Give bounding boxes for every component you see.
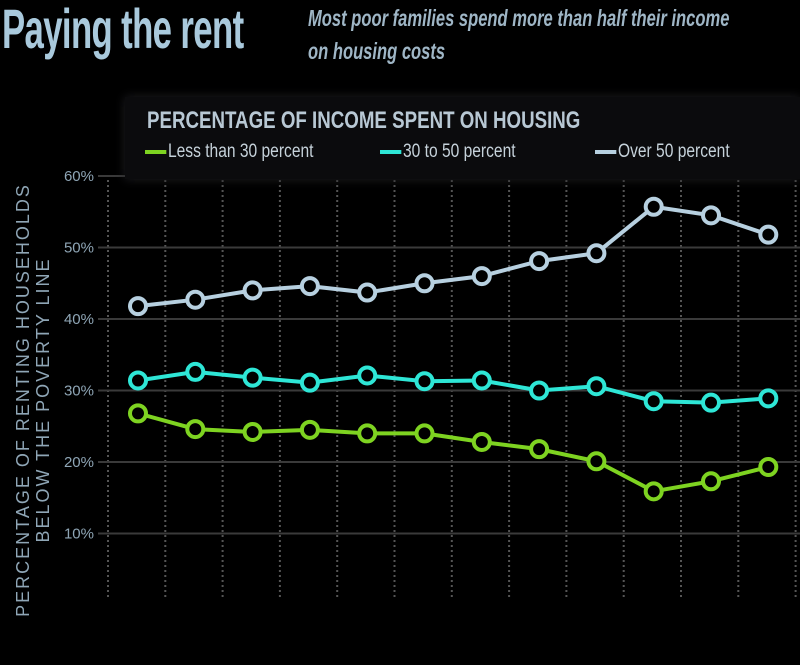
data-point xyxy=(529,380,550,401)
y-tick-label: 60% xyxy=(64,168,94,185)
y-tick-label: 30% xyxy=(64,383,94,400)
series-line-2 xyxy=(137,204,769,309)
data-point xyxy=(701,392,721,413)
data-point xyxy=(414,273,435,294)
data-point xyxy=(414,371,435,392)
data-point xyxy=(758,457,779,478)
data-point xyxy=(242,421,263,442)
data-point xyxy=(357,282,378,303)
data-point xyxy=(643,196,664,217)
data-point xyxy=(185,419,206,440)
data-point xyxy=(299,419,320,440)
legend: PERCENTAGE OF INCOME SPENT ON HOUSING Le… xyxy=(125,97,800,179)
chart-subtitle: Most poor families spend more than half … xyxy=(308,5,730,64)
data-point xyxy=(128,403,148,424)
legend-item-30-to-50: 30 to 50 percent xyxy=(380,141,516,163)
data-point xyxy=(471,431,492,452)
data-point xyxy=(471,266,492,287)
y-tick-label: 10% xyxy=(64,526,94,543)
data-point xyxy=(242,280,263,301)
legend-item-over-50: Over 50 percent xyxy=(595,141,730,163)
y-tick-label: 40% xyxy=(64,311,94,328)
data-point xyxy=(529,439,550,460)
data-point xyxy=(128,296,148,317)
data-point xyxy=(643,391,664,412)
data-point xyxy=(586,243,607,264)
y-tick-label: 0% xyxy=(72,597,94,600)
data-point xyxy=(242,367,263,388)
legend-swatch xyxy=(380,150,402,154)
data-point xyxy=(586,451,607,472)
data-point xyxy=(357,423,378,444)
legend-item-less-than-30: Less than 30 percent xyxy=(145,141,313,163)
data-point xyxy=(758,388,779,409)
data-point xyxy=(758,224,779,245)
legend-label: 30 to 50 percent xyxy=(402,141,516,162)
legend-label: Less than 30 percent xyxy=(167,141,314,162)
y-tick-label: 20% xyxy=(64,454,94,471)
data-point xyxy=(643,481,664,502)
y-tick-label: 50% xyxy=(64,240,94,257)
data-point xyxy=(414,423,435,444)
legend-swatch xyxy=(145,150,167,154)
data-point xyxy=(586,376,607,397)
data-point xyxy=(529,251,550,272)
data-point xyxy=(185,289,206,310)
legend-swatch xyxy=(595,150,617,154)
series-line-1 xyxy=(137,369,769,405)
legend-title: PERCENTAGE OF INCOME SPENT ON HOUSING xyxy=(147,107,581,134)
line-chart: 0% 10% 20% 30% 40% 50% 60% xyxy=(64,168,800,600)
data-point xyxy=(128,370,148,391)
data-point xyxy=(185,361,206,382)
series-line-0 xyxy=(137,411,769,494)
data-point xyxy=(299,276,320,297)
chart-title: Paying the rent xyxy=(2,0,244,60)
data-point xyxy=(471,370,492,391)
data-point xyxy=(701,471,721,492)
legend-label: Over 50 percent xyxy=(617,141,730,162)
data-point xyxy=(299,372,320,393)
data-point xyxy=(701,205,721,226)
data-point xyxy=(357,365,378,386)
